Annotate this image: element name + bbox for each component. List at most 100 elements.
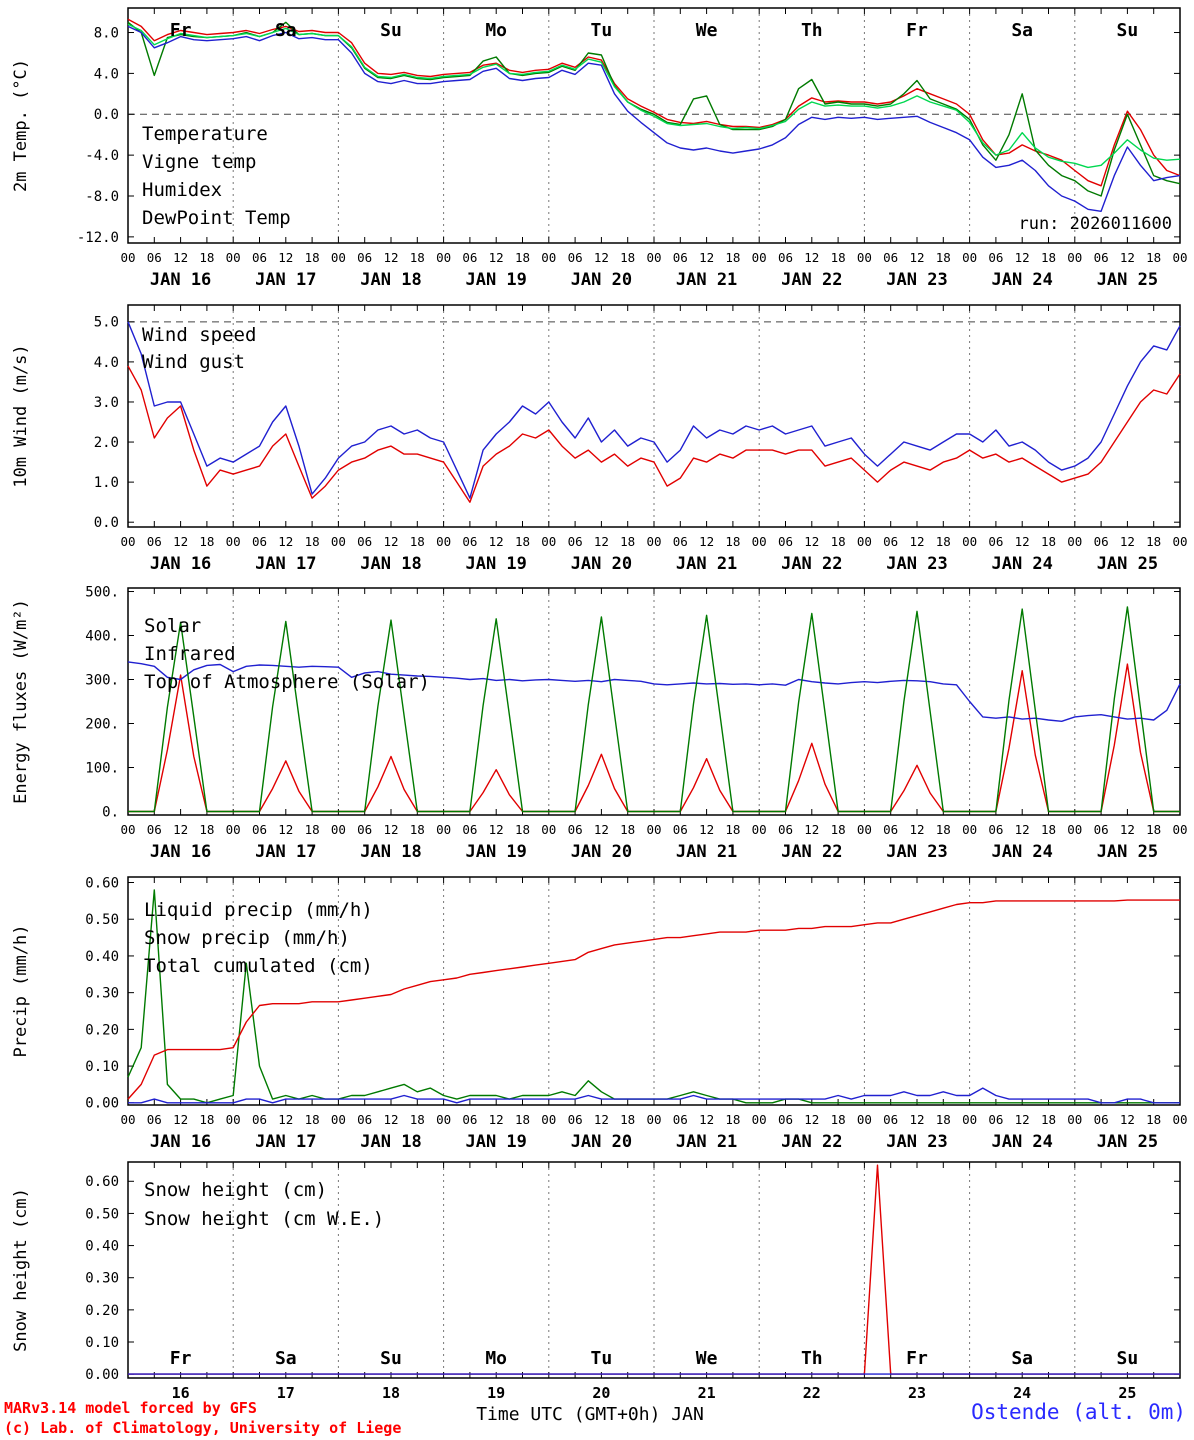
series-line	[127, 23, 1181, 169]
day-number: 19	[487, 1384, 505, 1402]
weekday-label: Mo	[485, 20, 507, 41]
hour-label: 18	[515, 534, 530, 549]
day-label: JAN 17	[255, 270, 316, 290]
hour-label: 18	[199, 822, 214, 837]
y-axis-title: Precip (mm/h)	[11, 924, 31, 1057]
day-label: JAN 25	[1097, 554, 1158, 574]
hour-label: 18	[936, 1112, 951, 1127]
hour-label: 00	[1067, 1112, 1082, 1127]
weekday-label: We	[696, 20, 718, 41]
hour-label: 06	[778, 534, 793, 549]
hour-label: 06	[1094, 534, 1109, 549]
legend-label: Infrared	[144, 643, 236, 665]
hour-label: 12	[594, 822, 609, 837]
y-tick-label: 0.10	[85, 1059, 119, 1075]
hour-label: 06	[357, 534, 372, 549]
hour-label: 18	[305, 822, 320, 837]
hour-label: 00	[331, 250, 346, 265]
y-tick-label: -12.0	[77, 230, 119, 246]
panel-precip: 0.00 0.10 0.20 0.30 0.40 0.50 0.60 Liquid preci…	[11, 875, 1188, 1152]
legend-label: Solar	[144, 615, 201, 637]
hour-label: 12	[909, 822, 924, 837]
hour-label: 18	[410, 250, 425, 265]
hour-label: 12	[278, 822, 293, 837]
hour-label: 12	[594, 250, 609, 265]
hour-label: 00	[962, 822, 977, 837]
weekday-label: Fr	[906, 1348, 928, 1369]
day-label: JAN 23	[886, 554, 947, 574]
hour-label: 12	[594, 534, 609, 549]
hour-label: 00	[226, 250, 241, 265]
hour-label: 18	[725, 1112, 740, 1127]
day-label: JAN 23	[886, 1132, 947, 1152]
day-label: JAN 20	[571, 270, 632, 290]
hour-label: 00	[331, 534, 346, 549]
hour-label: 06	[462, 1112, 477, 1127]
hour-label: 12	[699, 250, 714, 265]
y-tick-label: 0.10	[85, 1335, 119, 1351]
day-label: JAN 21	[676, 1132, 737, 1152]
hour-label: 06	[568, 1112, 583, 1127]
run-label: run: 2026011600	[1018, 214, 1172, 234]
hour-label: 18	[1041, 1112, 1056, 1127]
hour-label: 18	[305, 1112, 320, 1127]
hour-label: 00	[120, 1112, 135, 1127]
hour-label: 18	[199, 250, 214, 265]
series-line	[127, 18, 1181, 187]
hour-label: 00	[857, 250, 872, 265]
day-label: JAN 24	[991, 270, 1052, 290]
y-tick-label: -4.0	[85, 148, 119, 164]
hour-label: 00	[1172, 250, 1187, 265]
hour-label: 06	[462, 822, 477, 837]
day-label: JAN 18	[360, 554, 421, 574]
hour-label: 00	[436, 250, 451, 265]
y-tick-label: 0.	[102, 804, 119, 820]
hour-label: 12	[1120, 534, 1135, 549]
day-label: JAN 19	[465, 842, 526, 862]
hour-label: 12	[909, 534, 924, 549]
x-axis-title: Time UTC (GMT+0h) JAN	[476, 1404, 704, 1425]
hour-label: 00	[226, 534, 241, 549]
hour-label: 18	[1041, 534, 1056, 549]
hour-label: 12	[804, 1112, 819, 1127]
day-label: JAN 24	[991, 842, 1052, 862]
y-tick-label: 200.	[85, 716, 119, 732]
hour-label: 18	[305, 250, 320, 265]
hour-label: 06	[568, 822, 583, 837]
weekday-label: Su	[1117, 20, 1139, 41]
hour-label: 00	[120, 250, 135, 265]
hour-label: 18	[936, 250, 951, 265]
legend-label: Liquid precip (mm/h)	[144, 899, 373, 921]
weekday-label: Tu	[591, 1348, 613, 1369]
hour-label: 18	[1146, 1112, 1161, 1127]
y-tick-label: 400.	[85, 628, 119, 644]
hour-label: 12	[1015, 534, 1030, 549]
legend-label: Top of Atmosphere (Solar)	[144, 671, 430, 693]
hour-label: 18	[1146, 250, 1161, 265]
hour-label: 00	[120, 534, 135, 549]
day-number: 22	[803, 1384, 821, 1402]
hour-label: 12	[804, 822, 819, 837]
hour-label: 18	[515, 250, 530, 265]
hour-label: 18	[725, 250, 740, 265]
day-number: 25	[1118, 1384, 1136, 1402]
hour-label: 18	[620, 1112, 635, 1127]
hour-label: 12	[489, 250, 504, 265]
hour-label: 18	[725, 534, 740, 549]
y-tick-label: 0.50	[85, 1206, 119, 1222]
y-tick-label: 0.50	[85, 912, 119, 928]
weekday-label: Fr	[170, 1348, 192, 1369]
hour-label: 06	[883, 1112, 898, 1127]
hour-label: 06	[988, 822, 1003, 837]
hour-label: 18	[410, 822, 425, 837]
hour-label: 06	[883, 250, 898, 265]
hour-label: 00	[541, 1112, 556, 1127]
hour-label: 12	[699, 534, 714, 549]
day-label: JAN 19	[465, 554, 526, 574]
y-tick-label: 0.20	[85, 1303, 119, 1319]
hour-label: 00	[541, 250, 556, 265]
hour-label: 12	[383, 250, 398, 265]
hour-label: 00	[1067, 250, 1082, 265]
hour-label: 06	[568, 534, 583, 549]
